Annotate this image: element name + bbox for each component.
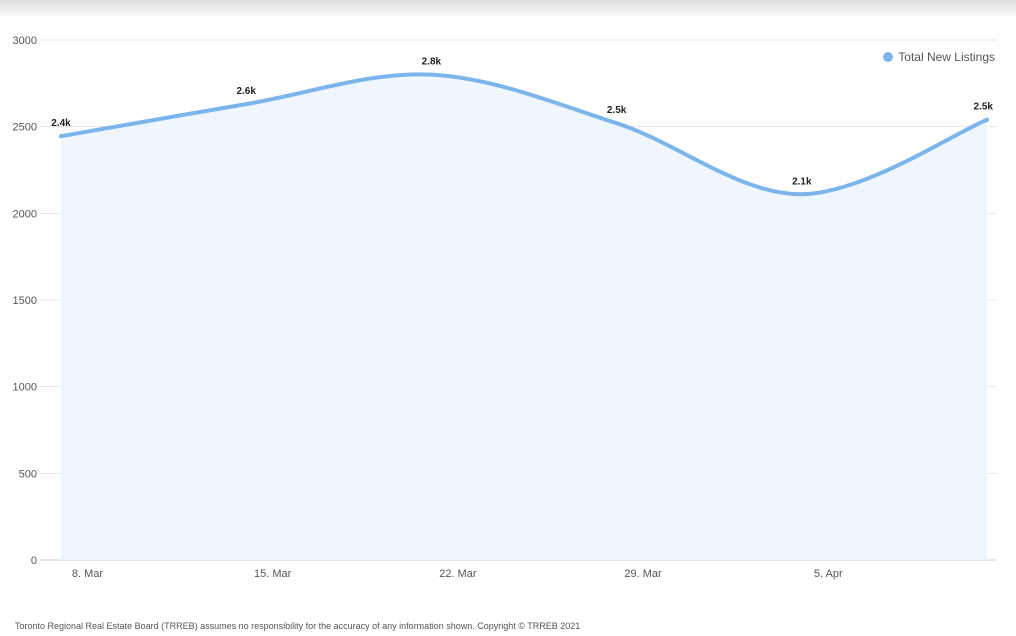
- data-label: 2.1k: [792, 176, 812, 187]
- line-chart: 0 500 1000 1500 2000 2500 3000 8. Mar 15. Mar 22…: [13, 35, 996, 580]
- y-tick-label: 3000: [13, 35, 37, 47]
- y-tick-label: 1000: [13, 382, 37, 394]
- x-tick-label: 15. Mar: [254, 568, 292, 580]
- y-axis: 0 500 1000 1500 2000 2500 3000: [13, 35, 37, 567]
- data-label: 2.8k: [422, 57, 442, 68]
- data-point[interactable]: [985, 117, 989, 122]
- data-point[interactable]: [799, 192, 804, 197]
- series-line[interactable]: [59, 72, 989, 197]
- legend-marker: [883, 52, 894, 62]
- x-tick-label: 5. Apr: [814, 568, 843, 580]
- data-point[interactable]: [429, 72, 434, 77]
- data-label: 2.4k: [51, 118, 71, 129]
- x-tick-label: 29. Mar: [624, 568, 662, 580]
- data-labels: 2.4k 2.6k 2.8k 2.5k 2.1k 2.5k: [51, 57, 993, 197]
- series-area: [61, 74, 987, 560]
- x-tick-label: 22. Mar: [439, 568, 477, 580]
- y-tick-label: 2500: [13, 122, 37, 134]
- legend[interactable]: Total New Listings: [883, 50, 995, 64]
- y-tick-label: 500: [19, 468, 37, 480]
- data-label: 2.5k: [607, 105, 627, 116]
- data-label: 2.6k: [236, 86, 256, 97]
- data-point[interactable]: [614, 121, 619, 126]
- y-tick-label: 2000: [13, 208, 37, 220]
- top-shadow: [0, 0, 1016, 18]
- legend-label: Total New Listings: [898, 50, 995, 64]
- y-tick-label: 1500: [13, 295, 37, 307]
- footer-disclaimer: Toronto Regional Real Estate Board (TRRE…: [15, 621, 581, 631]
- data-label: 2.5k: [974, 102, 994, 113]
- data-point[interactable]: [59, 134, 63, 139]
- x-axis: 8. Mar 15. Mar 22. Mar 29. Mar 5. Apr: [72, 568, 843, 580]
- data-point[interactable]: [244, 102, 249, 107]
- x-tick-label: 8. Mar: [72, 568, 104, 580]
- y-tick-label: 0: [31, 555, 37, 567]
